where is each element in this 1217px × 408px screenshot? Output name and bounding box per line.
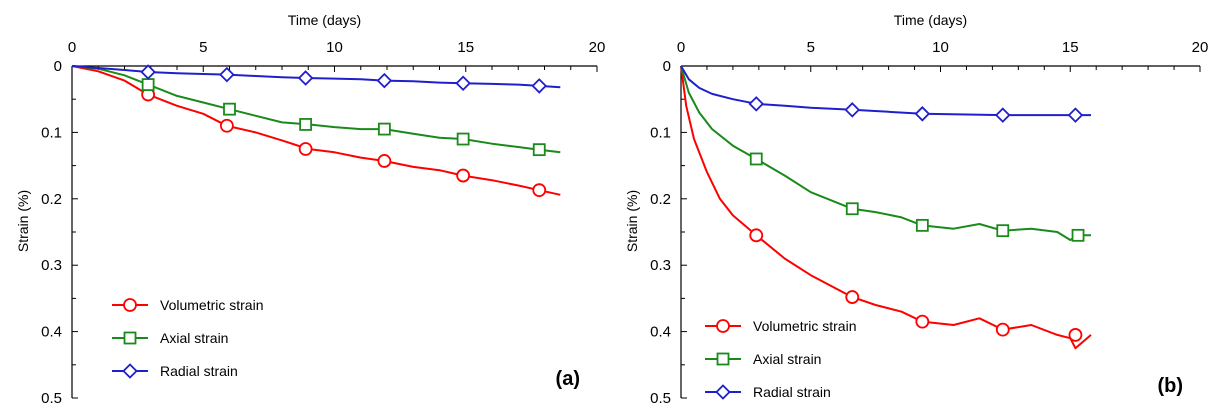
y-tick-label: 0.5 <box>41 390 62 407</box>
volumetric-strain-marker <box>456 168 471 183</box>
y-tick-label: 0.4 <box>41 324 62 341</box>
y-tick-label: 0.3 <box>650 257 671 274</box>
legend-volumetric-marker <box>123 298 137 312</box>
radial-strain-marker <box>844 102 861 118</box>
axial-strain-marker <box>141 78 155 91</box>
axial-strain-marker <box>223 102 236 116</box>
axial-strain-marker <box>845 202 859 216</box>
legend-volumetric-marker <box>716 319 730 333</box>
radial-strain-marker <box>914 106 931 122</box>
panel-label-b: (b) <box>1157 375 1183 397</box>
chart-panel-b: 0 5 10 15 20 0 0.1 0.2 0.3 0.4 0.5 Time (days) Strai… <box>624 12 1208 407</box>
x-axis-title: Time (days) <box>288 12 361 28</box>
volumetric-strain-marker <box>915 314 930 329</box>
volumetric-strain-marker <box>1068 328 1083 342</box>
legend-axial-label: Axial strain <box>160 330 228 346</box>
volumetric-strain-marker <box>377 154 392 168</box>
axial-strain-marker <box>749 152 763 166</box>
legend-volumetric-label: Volumetric strain <box>753 318 856 334</box>
legend-radial-label: Radial strain <box>753 384 831 400</box>
y-tick-label: 0 <box>54 58 62 75</box>
radial-strain-marker <box>297 70 314 86</box>
legend-axial-marker <box>123 331 137 345</box>
volumetric-strain-marker <box>219 118 234 133</box>
axial-strain-marker <box>532 143 546 157</box>
x-tick-label: 0 <box>68 39 76 56</box>
y-tick-label: 0.2 <box>41 191 62 208</box>
y-tick-label: 0.4 <box>650 324 671 341</box>
axial-strain-marker <box>377 122 391 136</box>
legend-volumetric-label: Volumetric strain <box>160 297 263 313</box>
y-tick-label: 0.5 <box>650 390 671 407</box>
radial-strain-marker <box>995 107 1011 123</box>
radial-strain-marker <box>531 78 548 94</box>
x-tick-label: 20 <box>589 39 606 56</box>
legend-axial-label: Axial strain <box>753 351 821 367</box>
legend-axial-marker <box>716 352 730 366</box>
y-axis-title: Strain (%) <box>624 190 640 252</box>
x-tick-label: 0 <box>677 39 685 56</box>
y-tick-label: 0.3 <box>41 257 62 274</box>
panel-label-a: (a) <box>556 368 580 390</box>
legend-radial-label: Radial strain <box>160 363 238 379</box>
radial-strain-marker <box>1067 107 1084 123</box>
axial-strain-marker <box>915 218 929 232</box>
axial-strain-marker <box>1071 228 1085 242</box>
x-tick-label: 15 <box>457 39 474 56</box>
y-tick-label: 0 <box>663 58 671 75</box>
x-axis-title: Time (days) <box>894 12 967 28</box>
y-tick-label: 0.2 <box>650 191 671 208</box>
volumetric-strain-marker <box>749 228 764 243</box>
volumetric-strain-marker <box>995 322 1010 337</box>
y-tick-label: 0.1 <box>650 124 671 141</box>
axial-strain-marker <box>456 132 470 146</box>
x-tick-label: 20 <box>1192 39 1209 56</box>
x-tick-label: 5 <box>199 39 207 56</box>
legend-radial-marker <box>715 384 731 400</box>
radial-strain-marker <box>219 66 235 83</box>
y-tick-label: 0.1 <box>41 124 62 141</box>
volumetric-strain-marker <box>532 183 547 198</box>
radial-strain-marker <box>140 64 156 80</box>
volumetric-strain-line <box>680 65 1092 350</box>
legend-radial-marker <box>122 363 138 379</box>
radial-strain-marker <box>376 72 393 89</box>
radial-strain-marker <box>455 75 471 92</box>
x-tick-label: 10 <box>932 39 949 56</box>
axial-strain-marker <box>996 224 1010 238</box>
axial-strain-marker <box>299 118 313 131</box>
x-tick-label: 10 <box>326 39 343 56</box>
volumetric-strain-marker <box>298 142 313 156</box>
y-axis-title: Strain (%) <box>15 190 31 252</box>
axial-strain-line <box>680 65 1091 241</box>
chart-panel-a: 0 5 10 15 20 0 0.1 0.2 0.3 0.4 0.5 Time (days) Strai… <box>15 12 605 407</box>
x-tick-label: 5 <box>807 39 815 56</box>
x-tick-label: 15 <box>1062 39 1079 56</box>
volumetric-strain-marker <box>845 290 860 304</box>
radial-strain-marker <box>748 96 765 112</box>
radial-strain-line <box>680 65 1091 117</box>
